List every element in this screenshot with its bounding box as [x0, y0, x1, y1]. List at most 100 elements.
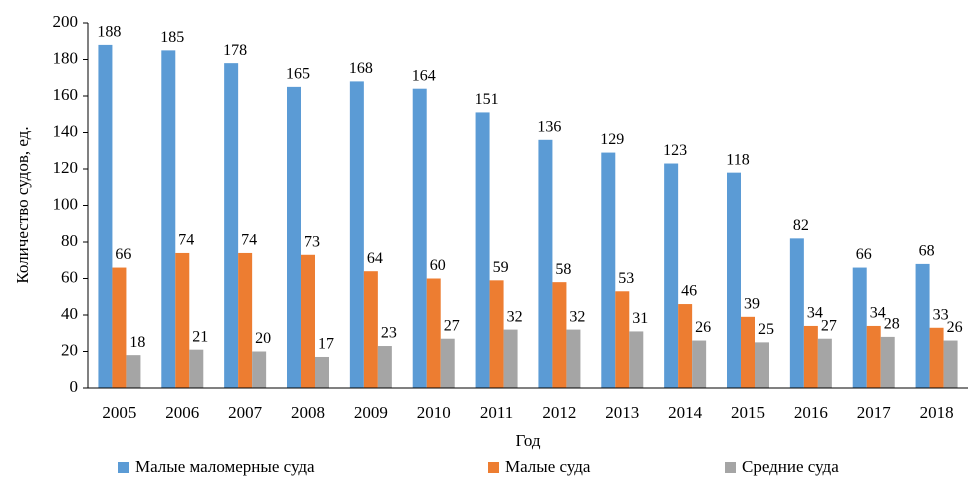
x-tick-label: 2006: [165, 403, 199, 422]
data-label: 27: [444, 317, 460, 334]
data-label: 178: [223, 42, 247, 59]
bar: [615, 291, 630, 388]
bar: [741, 316, 755, 388]
x-tick-label: 2010: [417, 403, 451, 422]
data-label: 28: [884, 316, 900, 333]
data-label: 23: [381, 325, 397, 342]
bar: [566, 329, 581, 388]
bar: [238, 252, 253, 388]
y-tick-label: 140: [53, 121, 79, 140]
data-label: 58: [555, 261, 571, 278]
bar: [126, 355, 141, 388]
data-label: 66: [856, 246, 872, 263]
data-label: 21: [192, 328, 208, 345]
bar: [440, 338, 455, 388]
x-tick-label: 2012: [542, 403, 576, 422]
data-label: 60: [430, 257, 446, 274]
data-label: 17: [318, 336, 334, 353]
data-label: 168: [349, 60, 373, 77]
y-tick-label: 60: [61, 267, 78, 286]
bar: [880, 336, 895, 388]
x-tick-label: 2013: [605, 403, 639, 422]
legend-label: Малые суда: [505, 457, 591, 476]
y-axis-title: Количество судов, ед.: [13, 126, 32, 283]
legend-swatch: [118, 462, 129, 473]
data-label: 39: [744, 295, 760, 312]
y-tick-label: 20: [61, 340, 78, 359]
x-tick-label: 2005: [102, 403, 136, 422]
bar: [755, 342, 769, 388]
data-label: 34: [870, 305, 886, 322]
bar: [915, 263, 930, 388]
y-tick-label: 160: [53, 85, 79, 104]
bar: [287, 86, 301, 388]
data-label: 74: [178, 232, 194, 249]
data-label: 25: [758, 321, 774, 338]
legend-label: Средние суда: [742, 457, 839, 476]
data-label: 33: [933, 306, 949, 323]
bar: [363, 271, 378, 388]
x-tick-label: 2007: [228, 403, 263, 422]
x-axis-title: Год: [516, 431, 541, 450]
bar: [552, 282, 567, 388]
bar: [475, 112, 490, 389]
data-label: 34: [807, 305, 823, 322]
bar: [503, 329, 518, 388]
bar: [315, 356, 329, 388]
y-tick-label: 200: [53, 12, 79, 31]
x-tick-label: 2008: [291, 403, 325, 422]
x-tick-label: 2016: [794, 403, 828, 422]
bar: [224, 63, 239, 389]
data-label: 129: [600, 131, 624, 148]
data-label: 68: [919, 243, 935, 260]
bar: [727, 172, 741, 388]
data-label: 64: [367, 250, 383, 267]
data-label: 53: [618, 270, 634, 287]
legend-swatch: [725, 462, 736, 473]
data-label: 59: [493, 259, 509, 276]
bar: [377, 346, 392, 388]
data-label: 164: [412, 67, 436, 84]
bar: [803, 325, 818, 388]
bar: [692, 340, 707, 388]
data-label: 66: [115, 246, 131, 263]
data-label: 82: [793, 217, 809, 234]
x-tick-label: 2009: [354, 403, 388, 422]
bar: [489, 280, 504, 388]
data-label: 165: [286, 66, 310, 83]
bar: [426, 278, 441, 388]
y-tick-label: 100: [53, 194, 79, 213]
y-tick-label: 120: [53, 158, 79, 177]
y-tick-label: 40: [61, 304, 78, 323]
bar: [601, 152, 616, 388]
data-label: 46: [681, 283, 697, 300]
bar: [817, 338, 832, 388]
data-label: 18: [129, 334, 145, 351]
data-label: 20: [255, 330, 271, 347]
legend-swatch: [488, 462, 499, 473]
legend-label: Малые маломерные суда: [135, 457, 315, 476]
bar: [301, 254, 315, 388]
bar: [412, 88, 427, 388]
data-label: 31: [632, 310, 648, 327]
data-label: 73: [304, 233, 320, 250]
bar: [866, 325, 881, 388]
data-label: 26: [947, 319, 963, 336]
bar: [98, 44, 113, 389]
bar: [664, 163, 679, 388]
x-tick-label: 2011: [480, 403, 513, 422]
data-label: 123: [663, 142, 687, 159]
data-label: 74: [241, 232, 257, 249]
y-tick-label: 0: [70, 377, 79, 396]
y-tick-label: 180: [53, 48, 79, 67]
data-label: 26: [695, 319, 711, 336]
bar: [349, 81, 364, 389]
bar: [538, 139, 553, 388]
x-tick-label: 2015: [731, 403, 765, 422]
data-label: 185: [160, 29, 184, 46]
data-label: 32: [507, 308, 523, 325]
x-tick-label: 2018: [920, 403, 954, 422]
bar: [112, 267, 127, 388]
bar: [943, 340, 958, 388]
data-label: 118: [726, 151, 749, 168]
